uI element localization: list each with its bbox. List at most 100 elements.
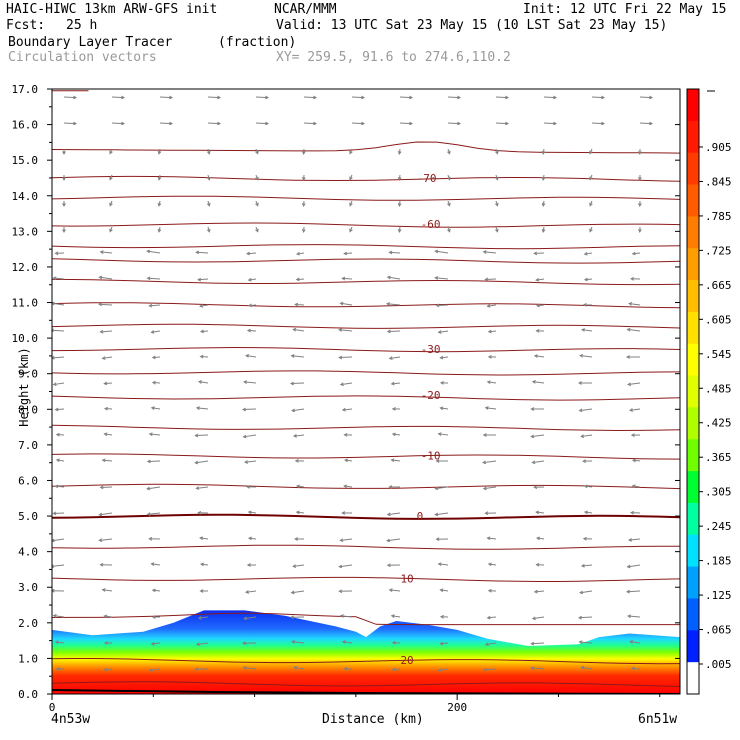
- vector-arrowhead: [194, 433, 199, 438]
- isotherm-line: [52, 175, 680, 182]
- vector-arrowhead: [339, 382, 344, 387]
- vector-arrowhead: [638, 177, 642, 182]
- vector-arrowhead: [247, 277, 252, 282]
- colorbar-swatch: [687, 311, 699, 345]
- vector-arrowhead: [535, 329, 540, 333]
- colorbar-swatch: [687, 280, 699, 313]
- vector-arrowhead: [338, 328, 343, 332]
- circulation-vector: [196, 486, 209, 489]
- circulation-vector: [246, 355, 257, 358]
- vector-arrowhead: [98, 275, 103, 280]
- vector-arrowhead: [494, 202, 499, 207]
- y-tick-label: 17.0: [12, 83, 39, 96]
- circulation-vector: [581, 564, 593, 567]
- circulation-vector: [483, 668, 497, 671]
- org-label: NCAR/MMM: [274, 2, 337, 17]
- circulation-vector: [200, 537, 209, 540]
- vector-arrowhead: [255, 150, 259, 155]
- isotherm-line: [52, 370, 680, 376]
- vector-arrowhead: [541, 228, 546, 233]
- vector-arrowhead: [150, 641, 155, 646]
- colorbar-swatch: [687, 502, 699, 536]
- vector-arrowhead: [301, 177, 306, 182]
- circulation-vector: [488, 563, 497, 566]
- isotherm-line: [52, 681, 680, 687]
- vector-arrowhead: [388, 356, 393, 361]
- vector-arrowhead: [580, 328, 586, 332]
- circulation-vector: [339, 329, 353, 332]
- vector-arrowhead: [289, 381, 294, 386]
- y-tick-label: 4.0: [18, 546, 38, 559]
- circulation-vector: [244, 616, 257, 620]
- circulation-vector: [53, 615, 65, 618]
- circulation-vector: [387, 276, 401, 280]
- vector-arrowhead: [199, 536, 204, 541]
- circulation-vector: [534, 590, 545, 593]
- vector-arrowhead: [582, 302, 587, 307]
- circulation-vector: [632, 252, 641, 255]
- vector-arrowhead: [531, 460, 536, 465]
- vector-arrowhead: [533, 354, 538, 358]
- circulation-vector: [292, 408, 305, 412]
- vector-arrowhead: [292, 327, 297, 332]
- vector-arrowhead: [531, 616, 536, 621]
- y-tick-label: 1.0: [18, 652, 38, 665]
- vector-arrowhead: [255, 202, 259, 207]
- vector-arrowhead: [386, 538, 391, 543]
- vector-arrowhead: [241, 641, 246, 646]
- vector-arrowhead: [199, 354, 204, 359]
- vector-arrowhead: [638, 151, 642, 156]
- vector-arrowhead: [577, 381, 582, 385]
- vector-arrowhead: [390, 458, 395, 463]
- colorbar-swatch: [687, 439, 699, 472]
- circulation-vector: [52, 302, 65, 306]
- vector-arrowhead: [447, 228, 451, 233]
- circulation-vector: [531, 434, 545, 438]
- circulation-vector: [196, 407, 209, 410]
- circulation-vector: [487, 304, 497, 307]
- circulation-vector: [293, 328, 305, 332]
- vector-arrowhead: [339, 614, 344, 618]
- circulation-vector: [255, 96, 269, 99]
- circulation-vector: [591, 122, 605, 125]
- vector-arrowhead: [388, 250, 393, 255]
- isotherm-line: [52, 612, 680, 626]
- circulation-vector: [344, 485, 353, 488]
- vector-arrowhead: [390, 381, 395, 386]
- circulation-vector: [102, 356, 113, 359]
- vector-arrowhead: [397, 228, 402, 233]
- vector-arrowhead: [386, 563, 391, 568]
- vector-arrowhead: [62, 151, 66, 156]
- vector-arrowhead: [255, 228, 259, 233]
- circulation-vector: [628, 615, 641, 618]
- vector-arrowhead: [338, 355, 343, 360]
- circulation-vector: [342, 277, 353, 280]
- colorbar-swatch: [687, 248, 699, 281]
- vector-arrowhead: [535, 277, 540, 282]
- circulation-vector: [63, 96, 77, 99]
- circulation-vector: [435, 277, 449, 280]
- colorbar-label: .905: [705, 141, 732, 154]
- circulation-vector: [55, 485, 65, 488]
- y-tick-label: 2.0: [18, 617, 38, 630]
- vector-arrowhead: [52, 301, 55, 306]
- vector-arrowhead: [505, 121, 510, 126]
- vector-arrowhead: [626, 589, 630, 594]
- vector-arrowhead: [52, 588, 55, 593]
- circulation-vector: [485, 642, 497, 646]
- vector-arrowhead: [52, 614, 57, 618]
- isotherm-line: [52, 576, 680, 582]
- circulation-vector: [248, 304, 257, 307]
- vector-arrowhead: [301, 151, 306, 156]
- circulation-vector: [340, 538, 353, 541]
- vector-arrowhead: [243, 380, 248, 384]
- vector-arrowhead: [121, 121, 126, 126]
- circulation-vector: [152, 589, 161, 592]
- vector-arrowhead: [439, 406, 444, 411]
- circulation-vector: [147, 460, 161, 463]
- circulation-vector: [342, 641, 353, 644]
- vector-arrowhead: [391, 432, 396, 437]
- vector-arrowhead: [391, 667, 396, 672]
- circulation-vector: [296, 278, 305, 281]
- vector-arrowhead: [150, 406, 155, 410]
